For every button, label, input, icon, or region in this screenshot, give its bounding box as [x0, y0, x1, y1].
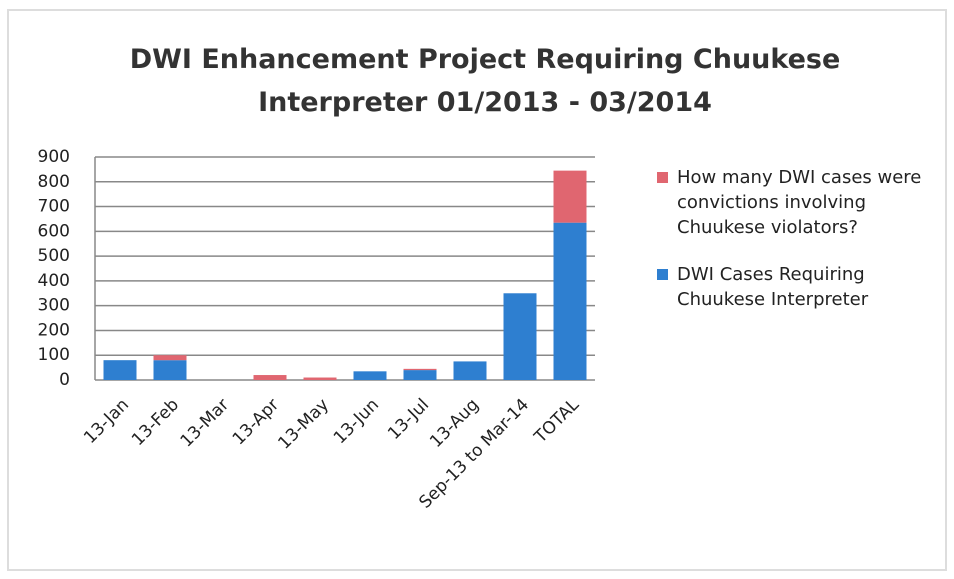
chart-title: DWI Enhancement Project Requiring Chuuke…	[129, 44, 841, 118]
chart-frame	[7, 9, 947, 571]
bar-segment	[353, 371, 387, 380]
y-tick-label: 600	[38, 221, 70, 241]
y-tick-label: 400	[38, 271, 70, 291]
bar-segment	[553, 170, 587, 223]
y-tick-label: 200	[38, 320, 70, 340]
legend-label: DWI Cases Requiring Chuukese Interpreter	[677, 264, 869, 310]
y-tick-label: 500	[38, 246, 70, 266]
bar-segment	[153, 360, 187, 380]
bar-segment	[403, 368, 437, 371]
bar-segment	[153, 355, 187, 361]
y-tick-label: 700	[38, 197, 70, 217]
y-tick-label: 300	[38, 296, 70, 316]
y-tick-label: 800	[38, 172, 70, 192]
legend-entry: DWI Cases Requiring Chuukese Interpreter	[655, 262, 935, 312]
legend-entry: How many DWI cases were convictions invo…	[655, 165, 935, 240]
bar-segment	[553, 222, 587, 380]
legend-swatch	[657, 172, 668, 183]
x-tick-label: TOTAL	[530, 395, 583, 448]
legend: How many DWI cases were convictions invo…	[655, 165, 935, 334]
legend-swatch	[657, 269, 668, 280]
bar-segment	[503, 293, 537, 380]
x-tick-label: 13-May	[274, 395, 333, 454]
x-tick-label: 13-Feb	[128, 395, 183, 450]
bar-segment	[103, 360, 137, 380]
bar-segment	[253, 375, 287, 380]
bar-segment	[453, 361, 487, 380]
x-tick-label: 13-Mar	[177, 395, 233, 451]
y-tick-label: 100	[38, 345, 70, 365]
bar-segment	[403, 370, 437, 380]
x-tick-label: 13-Jan	[80, 395, 133, 448]
legend-label: How many DWI cases were convictions invo…	[677, 167, 922, 238]
bar-segment	[303, 377, 337, 380]
x-tick-label: 13-Jul	[384, 395, 433, 444]
x-tick-label: 13-Jun	[330, 395, 383, 448]
y-tick-label: 0	[59, 370, 70, 390]
y-tick-label: 900	[38, 147, 70, 167]
